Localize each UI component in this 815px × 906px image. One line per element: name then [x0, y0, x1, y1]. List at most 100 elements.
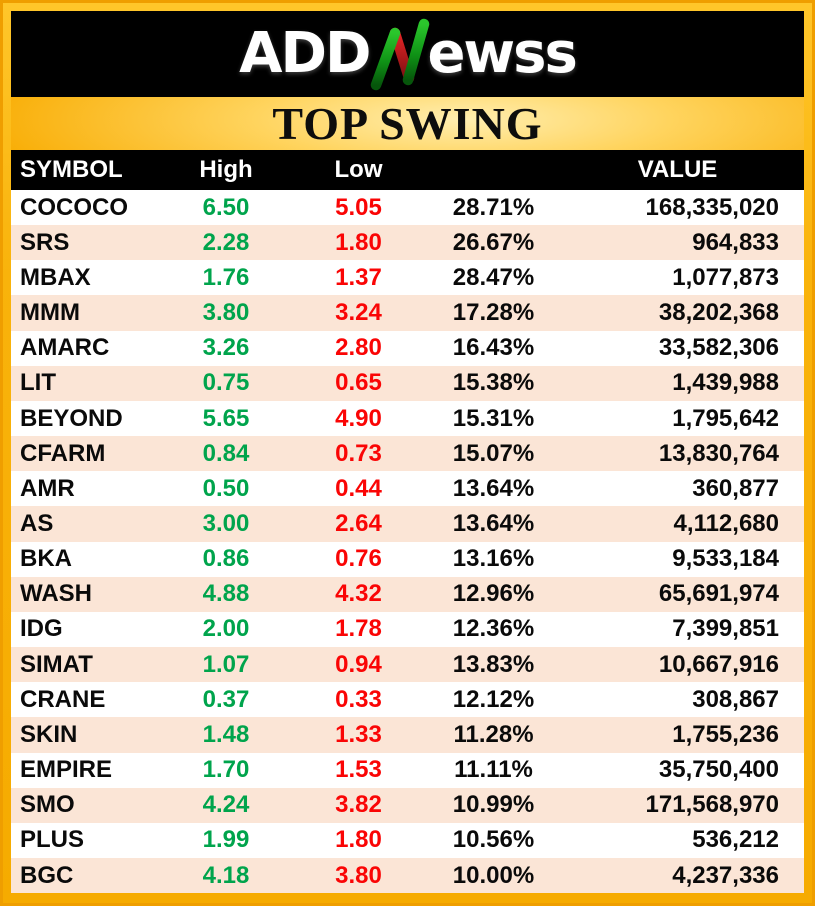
- symbol-cell: CFARM: [20, 439, 106, 467]
- header-high: High: [199, 156, 253, 183]
- high-cell: 6.50: [202, 193, 250, 221]
- table-row: BGC 4.18 3.80 10.00% 4,237,336: [11, 857, 804, 894]
- percent-cell: 15.31%: [452, 404, 535, 432]
- value-cell: 360,877: [692, 474, 779, 502]
- symbol-cell: BEYOND: [20, 404, 123, 432]
- low-cell: 1.53: [335, 756, 382, 784]
- symbol-cell: COCOCO: [20, 193, 128, 221]
- logo-n-icon: [371, 18, 430, 91]
- value-cell: 308,867: [692, 685, 779, 713]
- low-cell: 0.33: [335, 685, 382, 713]
- logo-text-prefix: ADD: [239, 21, 371, 86]
- low-cell: 0.65: [335, 369, 382, 397]
- symbol-cell: AMARC: [20, 334, 110, 362]
- symbol-cell: MMM: [20, 299, 80, 327]
- low-cell: 1.33: [335, 720, 382, 748]
- table-row: BEYOND 5.65 4.90 15.31% 1,795,642: [11, 401, 804, 436]
- percent-cell: 28.47%: [452, 263, 535, 291]
- table-row: LIT 0.75 0.65 15.38% 1,439,988: [11, 365, 804, 401]
- low-cell: 5.05: [335, 193, 382, 221]
- symbol-cell: CRANE: [20, 685, 106, 713]
- table-row: CRANE 0.37 0.33 12.12% 308,867: [11, 682, 804, 717]
- value-cell: 38,202,368: [658, 299, 779, 327]
- percent-cell: 12.96%: [452, 580, 535, 608]
- brand-logo: ADD ewss: [239, 17, 578, 91]
- high-cell: 4.18: [202, 861, 250, 889]
- value-cell: 10,667,916: [658, 650, 779, 678]
- value-cell: 35,750,400: [658, 756, 779, 784]
- percent-cell: 12.36%: [452, 615, 535, 643]
- table-header: SYMBOL High Low VALUE: [11, 150, 804, 190]
- value-cell: 1,755,236: [672, 720, 779, 748]
- table-body: COCOCO 6.50 5.05 28.71% 168,335,020 SRS …: [11, 190, 804, 894]
- percent-cell: 11.11%: [454, 756, 533, 784]
- high-cell: 1.99: [202, 826, 250, 854]
- symbol-cell: SIMAT: [20, 650, 93, 678]
- symbol-cell: LIT: [20, 369, 56, 397]
- page-title: TOP SWING: [272, 97, 543, 149]
- high-cell: 0.37: [202, 685, 250, 713]
- table-row: EMPIRE 1.70 1.53 11.11% 35,750,400: [11, 753, 804, 788]
- value-cell: 168,335,020: [645, 193, 779, 221]
- value-cell: 9,533,184: [672, 545, 779, 573]
- percent-cell: 28.71%: [452, 193, 535, 221]
- symbol-cell: SKIN: [20, 720, 78, 748]
- high-cell: 0.86: [202, 545, 250, 573]
- table-row: SRS 2.28 1.80 26.67% 964,833: [11, 225, 804, 261]
- high-cell: 1.70: [202, 756, 250, 784]
- table-row: MMM 3.80 3.24 17.28% 38,202,368: [11, 295, 804, 331]
- table-row: SMO 4.24 3.82 10.99% 171,568,970: [11, 787, 804, 823]
- symbol-cell: IDG: [20, 615, 63, 643]
- high-cell: 4.24: [202, 791, 250, 819]
- high-cell: 0.75: [202, 369, 250, 397]
- value-cell: 4,112,680: [673, 509, 779, 537]
- symbol-cell: SRS: [20, 228, 70, 256]
- low-cell: 0.94: [335, 650, 382, 678]
- percent-cell: 12.12%: [452, 685, 535, 713]
- symbol-cell: PLUS: [20, 826, 85, 854]
- table-row: IDG 2.00 1.78 12.36% 7,399,851: [11, 612, 804, 647]
- high-cell: 1.07: [202, 650, 250, 678]
- value-cell: 33,582,306: [658, 334, 779, 362]
- table-row: BKA 0.86 0.76 13.16% 9,533,184: [11, 542, 804, 577]
- low-cell: 1.37: [335, 263, 382, 291]
- low-cell: 2.80: [335, 334, 382, 362]
- value-cell: 964,833: [692, 228, 779, 256]
- table-row: WASH 4.88 4.32 12.96% 65,691,974: [11, 576, 804, 612]
- value-cell: 7,399,851: [672, 615, 779, 643]
- value-cell: 1,795,642: [672, 404, 779, 432]
- header-symbol: SYMBOL: [20, 156, 123, 183]
- table-row: SKIN 1.48 1.33 11.28% 1,755,236: [11, 717, 804, 753]
- percent-cell: 13.64%: [452, 474, 535, 502]
- percent-cell: 15.07%: [452, 439, 535, 467]
- percent-cell: 16.43%: [452, 334, 535, 362]
- high-cell: 0.50: [202, 474, 250, 502]
- high-cell: 2.00: [202, 615, 250, 643]
- low-cell: 0.76: [335, 545, 382, 573]
- table-row: PLUS 1.99 1.80 10.56% 536,212: [11, 823, 804, 858]
- header-low: Low: [334, 156, 383, 183]
- table-row: SIMAT 1.07 0.94 13.83% 10,667,916: [11, 647, 804, 683]
- percent-cell: 17.28%: [452, 299, 535, 327]
- high-cell: 3.00: [202, 509, 250, 537]
- percent-cell: 10.00%: [452, 861, 535, 889]
- high-cell: 5.65: [202, 404, 250, 432]
- low-cell: 3.80: [335, 861, 382, 889]
- symbol-cell: SMO: [20, 791, 75, 819]
- symbol-cell: BKA: [20, 545, 72, 573]
- symbol-cell: WASH: [20, 580, 92, 608]
- logo-text-suffix: ewss: [427, 21, 577, 86]
- logo-banner: ADD ewss: [11, 11, 804, 97]
- title-band: TOP SWING: [11, 97, 804, 150]
- percent-cell: 11.28%: [453, 720, 534, 748]
- low-cell: 2.64: [335, 509, 382, 537]
- table-row: MBAX 1.76 1.37 28.47% 1,077,873: [11, 260, 804, 295]
- high-cell: 3.80: [202, 299, 250, 327]
- low-cell: 0.44: [335, 474, 382, 502]
- percent-cell: 10.99%: [452, 791, 535, 819]
- value-cell: 65,691,974: [658, 580, 779, 608]
- value-cell: 1,439,988: [672, 369, 779, 397]
- table-row: AS 3.00 2.64 13.64% 4,112,680: [11, 506, 804, 542]
- high-cell: 4.88: [202, 580, 250, 608]
